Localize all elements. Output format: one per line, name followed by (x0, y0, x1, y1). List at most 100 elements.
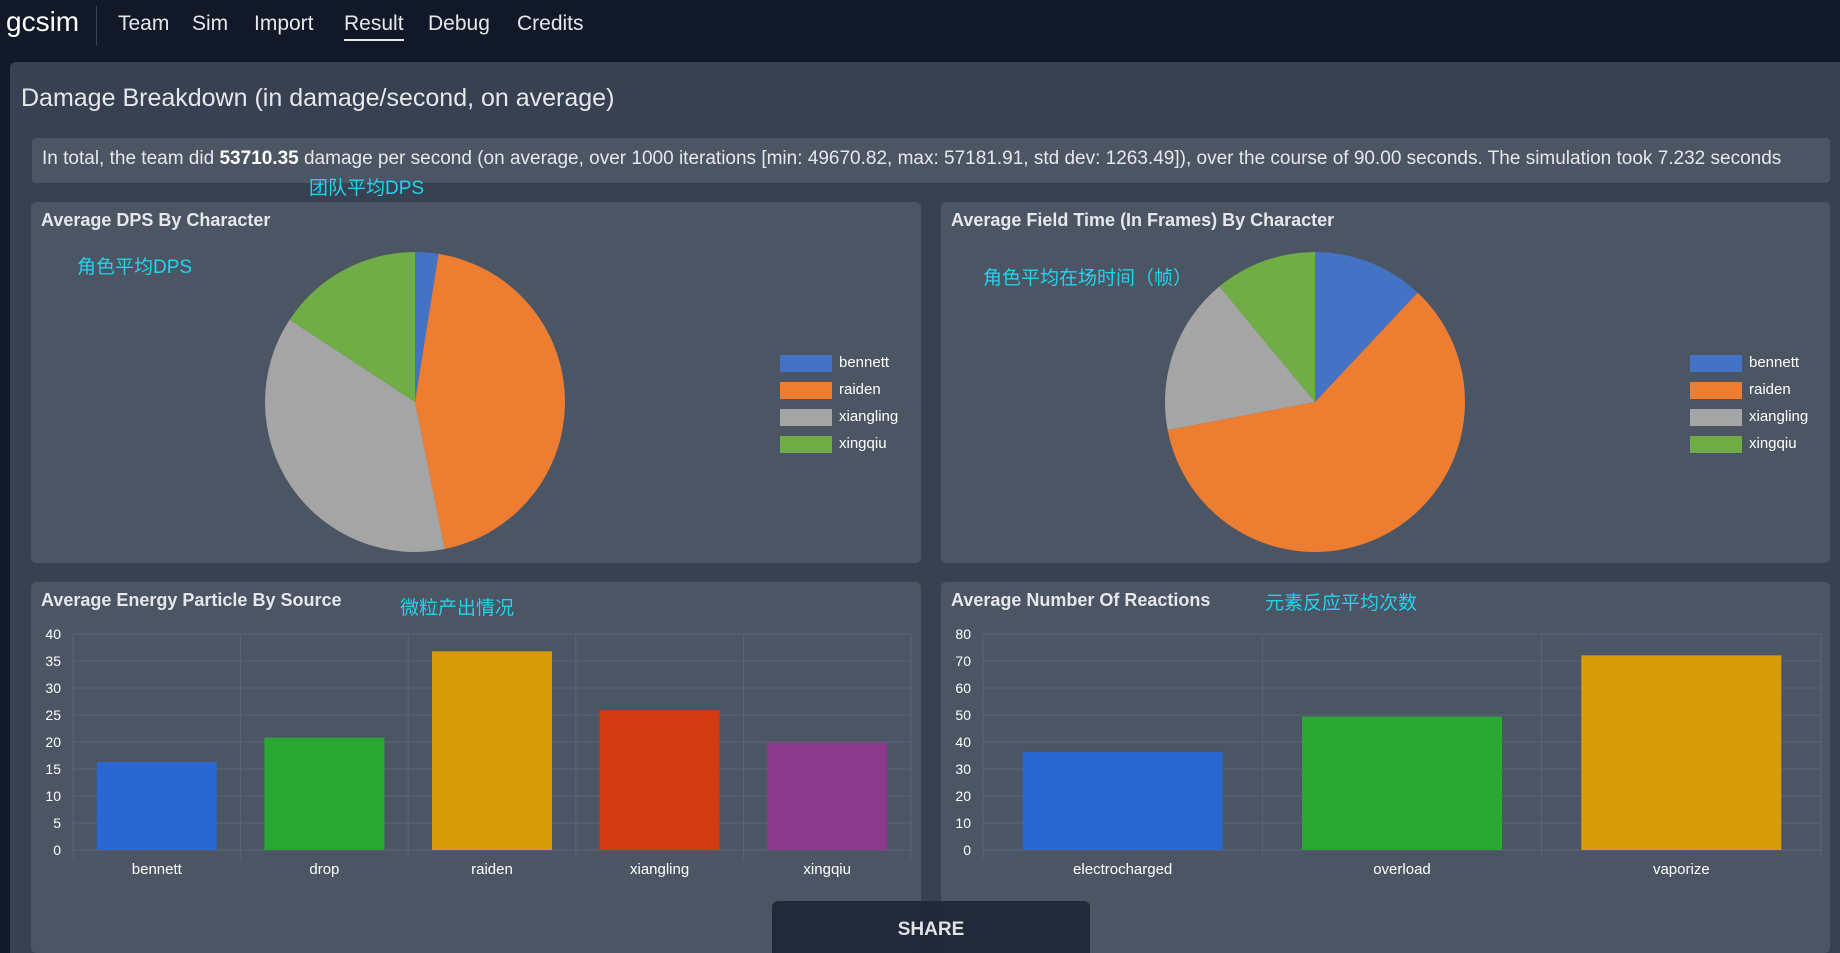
legend-swatch (1690, 409, 1742, 426)
nav-credits[interactable]: Credits (517, 12, 584, 35)
share-button[interactable]: SHARE (772, 901, 1090, 953)
y-tick-label: 5 (53, 815, 61, 831)
x-tick-label: xingqiu (803, 861, 851, 878)
field-time-pie-chart (1165, 252, 1465, 552)
y-tick-label: 60 (955, 680, 971, 696)
page-title: Damage Breakdown (in damage/second, on a… (21, 84, 615, 112)
legend-swatch (1690, 436, 1742, 453)
y-tick-label: 25 (45, 707, 61, 723)
pie-slice-raiden[interactable] (1167, 292, 1465, 552)
legend-swatch (780, 436, 832, 453)
y-tick-label: 0 (963, 842, 971, 858)
legend-item-raiden[interactable]: raiden (1690, 378, 1810, 405)
nav-import[interactable]: Import (254, 12, 314, 35)
y-tick-label: 10 (45, 788, 61, 804)
y-tick-label: 50 (955, 707, 971, 723)
summary-suffix: damage per second (on average, over 1000… (298, 148, 1782, 169)
y-tick-label: 70 (955, 653, 971, 669)
pie-slice-xiangling[interactable] (265, 319, 445, 552)
bar-electrocharged[interactable] (1022, 751, 1223, 850)
team-dps-value: 53710.35 (219, 148, 299, 169)
y-tick-label: 0 (53, 842, 61, 858)
x-tick-label: vaporize (1653, 861, 1710, 878)
y-tick-label: 15 (45, 761, 61, 777)
bar-vaporize[interactable] (1581, 655, 1782, 850)
nav-result[interactable]: Result (344, 12, 404, 41)
pie-slice-xingqiu[interactable] (289, 252, 415, 402)
card-title: Average Number Of Reactions (951, 590, 1211, 610)
brand-logo[interactable]: gcsim (6, 6, 80, 37)
legend-swatch (1690, 382, 1742, 399)
field-time-legend: bennett raiden xiangling xingqiu (1690, 351, 1810, 459)
legend-swatch (780, 409, 832, 426)
nav-divider (96, 6, 97, 46)
legend-label: xiangling (839, 408, 899, 425)
legend-label: raiden (1749, 381, 1791, 398)
legend-swatch (1690, 355, 1742, 372)
y-tick-label: 30 (45, 680, 61, 696)
legend-label: bennett (1749, 354, 1800, 371)
legend-item-xiangling[interactable]: xiangling (780, 405, 900, 432)
x-tick-label: overload (1373, 861, 1431, 878)
legend-label: xingqiu (1749, 435, 1797, 452)
energy-bar-chart: 0 5 10 15 20 25 30 35 40 bennett drop raiden xiangli… (45, 626, 912, 878)
x-tick-label: raiden (471, 861, 513, 878)
legend-label: bennett (839, 354, 890, 371)
nav-sim[interactable]: Sim (192, 12, 229, 35)
bar-drop[interactable] (264, 737, 385, 850)
annotation-particles: 微粒产出情况 (400, 598, 515, 619)
card-title: Average DPS By Character (41, 210, 271, 230)
reactions-bar-chart: 0 10 20 30 40 50 60 70 80 electrocharged overload v… (955, 626, 1822, 878)
bar-xingqiu[interactable] (767, 742, 888, 850)
legend-item-xingqiu[interactable]: xingqiu (780, 432, 900, 459)
y-tick-label: 40 (955, 734, 971, 750)
y-tick-label: 40 (45, 626, 61, 642)
legend-label: xiangling (1749, 408, 1809, 425)
legend-item-xiangling[interactable]: xiangling (1690, 405, 1810, 432)
legend-label: xingqiu (839, 435, 887, 452)
legend-item-bennett[interactable]: bennett (780, 351, 900, 378)
y-tick-label: 20 (45, 734, 61, 750)
legend-swatch (780, 355, 832, 372)
bar-xiangling[interactable] (599, 710, 720, 850)
legend-label: raiden (839, 381, 881, 398)
legend-item-xingqiu[interactable]: xingqiu (1690, 432, 1810, 459)
y-tick-label: 35 (45, 653, 61, 669)
x-tick-label: electrocharged (1073, 861, 1172, 878)
bar-bennett[interactable] (96, 761, 217, 850)
energy-particle-card: Average Energy Particle By Source 微粒产出情况… (31, 582, 921, 953)
pie-slice-raiden[interactable] (415, 253, 566, 550)
reactions-card: Average Number Of Reactions 元素反应平均次数 0 10… (941, 582, 1830, 953)
annotation-reactions: 元素反应平均次数 (1265, 593, 1418, 614)
annotation-char-dps: 角色平均DPS (77, 257, 193, 278)
results-panel: Damage Breakdown (in damage/second, on a… (10, 62, 1840, 953)
top-nav: gcsim Team Sim Import Result Debug Credi… (0, 0, 1840, 50)
field-time-card: Average Field Time (In Frames) By Charac… (941, 202, 1830, 563)
pie-slice-bennett[interactable] (415, 252, 439, 402)
summary-prefix: In total, the team did (42, 148, 220, 169)
y-tick-label: 30 (955, 761, 971, 777)
card-title: Average Energy Particle By Source (41, 590, 342, 610)
dps-by-character-card: Average DPS By Character 角色平均DPS bennett… (31, 202, 921, 563)
card-title: Average Field Time (In Frames) By Charac… (951, 210, 1335, 230)
y-tick-label: 20 (955, 788, 971, 804)
bar-raiden[interactable] (432, 651, 552, 850)
pie-slice-xingqiu[interactable] (1219, 252, 1315, 402)
dps-legend: bennett raiden xiangling xingqiu (780, 351, 900, 459)
annotation-team-dps: 团队平均DPS (309, 178, 425, 199)
nav-debug[interactable]: Debug (428, 12, 490, 35)
pie-slice-xiangling[interactable] (1165, 286, 1315, 431)
legend-item-bennett[interactable]: bennett (1690, 351, 1810, 378)
pie-slice-bennett[interactable] (1315, 252, 1418, 402)
bar-overload[interactable] (1302, 716, 1502, 850)
y-tick-label: 10 (955, 815, 971, 831)
x-tick-label: bennett (132, 861, 183, 878)
dps-pie-chart (265, 252, 566, 552)
summary-box: In total, the team did 53710.35 damage p… (32, 138, 1830, 183)
nav-team[interactable]: Team (118, 12, 170, 35)
annotation-field-time: 角色平均在场时间（帧） (983, 268, 1193, 289)
legend-item-raiden[interactable]: raiden (780, 378, 900, 405)
legend-swatch (780, 382, 832, 399)
x-tick-label: xiangling (630, 861, 689, 878)
x-tick-label: drop (309, 861, 339, 878)
